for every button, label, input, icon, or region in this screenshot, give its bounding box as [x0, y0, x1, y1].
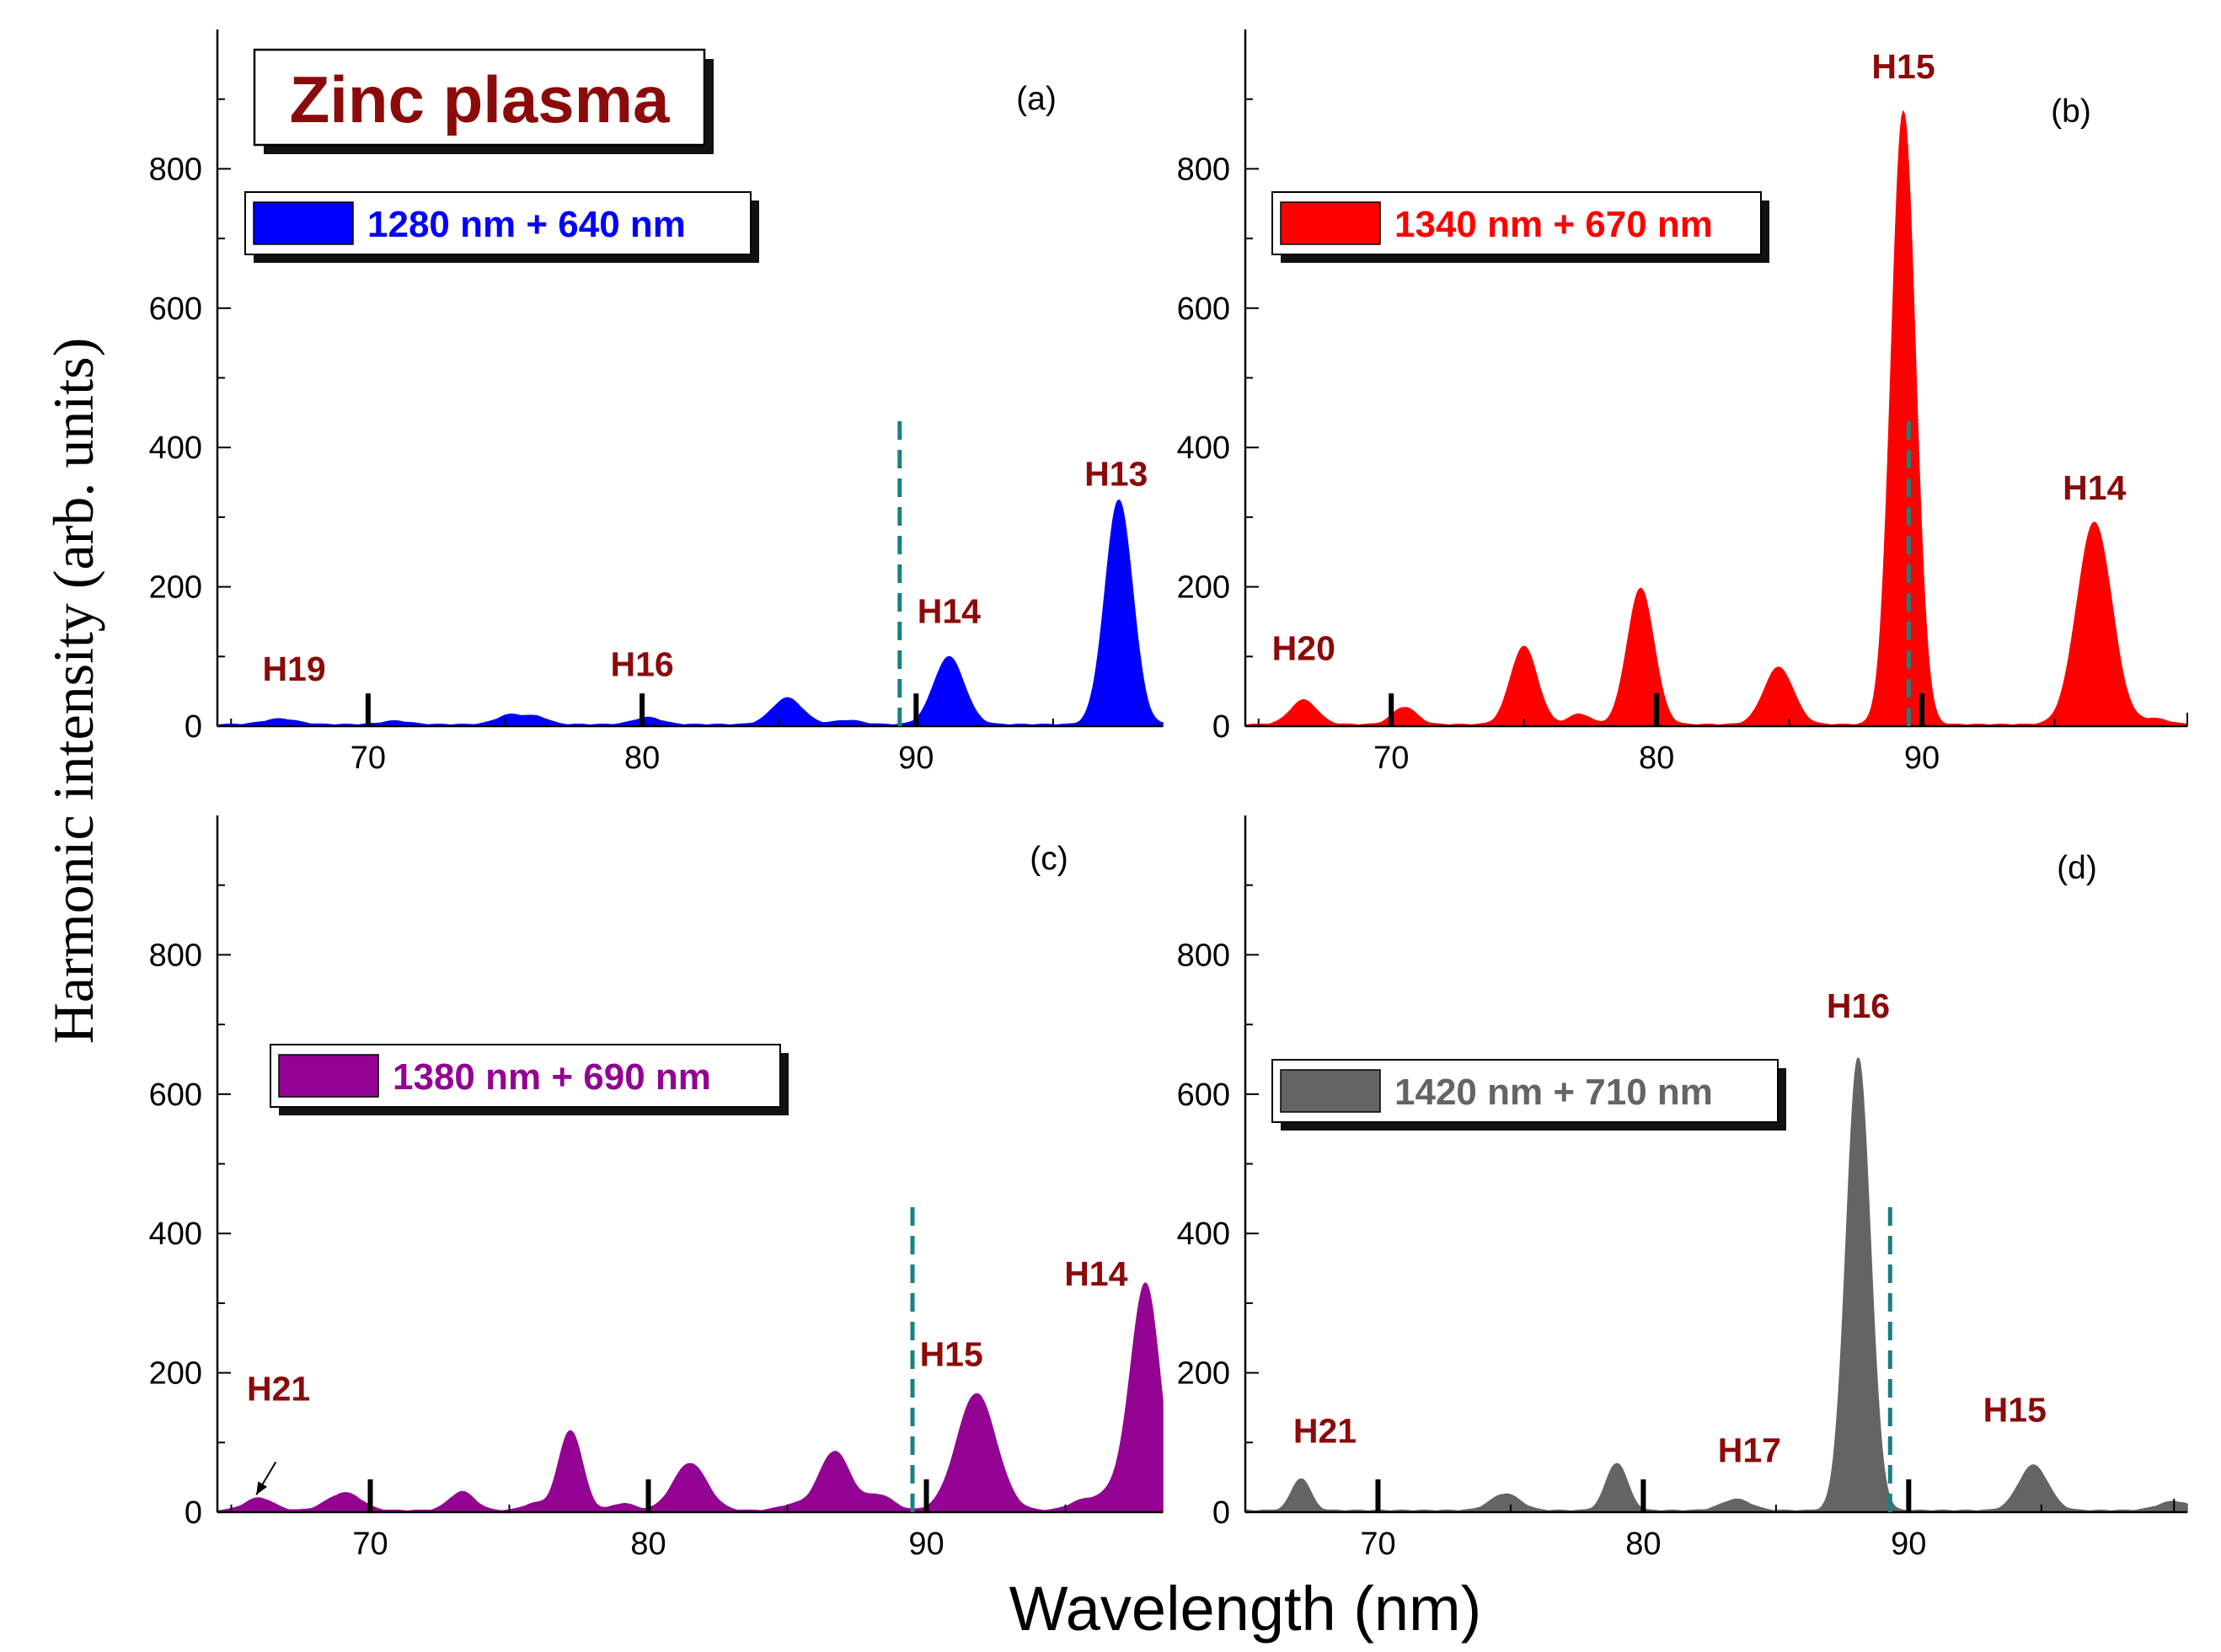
- y-tick-label: 600: [149, 291, 202, 327]
- peak-label-h14: H14: [2063, 468, 2126, 507]
- y-tick-label: 800: [1177, 938, 1230, 973]
- y-axis-title: Harmonic intensity (arb. units): [41, 338, 105, 1044]
- y-tick-label: 600: [1177, 1077, 1230, 1113]
- peak-label-h16: H16: [1827, 986, 1890, 1025]
- panel-tag: (a): [1016, 81, 1057, 117]
- y-tick-label: 0: [1212, 709, 1230, 745]
- legend-swatch: [1280, 201, 1381, 245]
- spectrum-area: [1244, 1057, 2188, 1513]
- peak-label-h15: H15: [1983, 1390, 2047, 1429]
- x-tick-label: 90: [1904, 740, 1940, 776]
- x-tick-label: 70: [352, 1526, 388, 1562]
- y-tick-label: 400: [149, 1216, 202, 1252]
- annotation-arrow-head: [256, 1481, 268, 1495]
- title-box-frame: [253, 48, 706, 147]
- peak-label-h13: H13: [1084, 455, 1148, 494]
- legend: 1280 nm + 640 nm: [244, 191, 759, 263]
- x-tick-label: 80: [1625, 1526, 1661, 1562]
- panel-c: 0 200 400 600 800 70 80 90 H21 H15 H14 (c) 1380 nm +…: [149, 815, 1164, 1562]
- legend-label: 1280 nm + 640 nm: [367, 204, 686, 245]
- y-tick-label: 0: [185, 709, 202, 745]
- panel-tag: (d): [2057, 850, 2097, 886]
- legend-swatch: [278, 1054, 379, 1098]
- y-tick-label: 600: [1177, 291, 1230, 327]
- panel-a: 0 200 400 600 800 70 80 90 H19 H16 H14 H13 (a) 1280 n…: [149, 29, 1164, 776]
- x-tick-label: 90: [908, 1526, 944, 1562]
- x-tick-label: 90: [898, 740, 934, 776]
- legend-label: 1340 nm + 670 nm: [1394, 204, 1713, 245]
- legend-label: 1420 nm + 710 nm: [1394, 1072, 1713, 1113]
- y-tick-label: 200: [1177, 570, 1230, 606]
- peak-label-h14: H14: [918, 592, 981, 631]
- x-tick-label: 70: [1360, 1526, 1395, 1562]
- spectrum-area: [1244, 110, 2188, 727]
- legend-swatch: [1280, 1069, 1381, 1113]
- x-tick-label: 80: [1639, 740, 1674, 776]
- figure-title: Zinc plasma: [290, 62, 670, 136]
- y-tick-label: 200: [149, 570, 202, 606]
- peak-label-h21: H21: [1293, 1411, 1357, 1450]
- y-tick-label: 200: [149, 1356, 202, 1392]
- y-tick-label: 800: [149, 152, 202, 187]
- y-tick-label: 800: [1177, 152, 1230, 187]
- peak-label-h15: H15: [1871, 47, 1935, 86]
- x-axis-title: Wavelength (nm): [1009, 1574, 1482, 1644]
- x-tick-label: 90: [1891, 1526, 1926, 1562]
- spectrum-area: [217, 500, 1164, 727]
- panel-tag: (c): [1030, 841, 1068, 877]
- peak-label-h21: H21: [247, 1370, 310, 1409]
- y-tick-label: 400: [1177, 430, 1230, 466]
- legend-label: 1380 nm + 690 nm: [393, 1056, 711, 1098]
- title-box: Zinc plasma: [253, 48, 714, 154]
- legend: 1340 nm + 670 nm: [1271, 191, 1769, 263]
- x-tick-label: 70: [351, 740, 386, 776]
- x-tick-label: 70: [1373, 740, 1409, 776]
- panel-d: 0 200 400 600 800 70 80 90 H21 H17 H16 H15 (d) 1420 n…: [1177, 815, 2188, 1562]
- y-tick-label: 400: [149, 430, 202, 466]
- peak-label-h14: H14: [1064, 1254, 1127, 1293]
- peak-label-h19: H19: [262, 650, 325, 688]
- spectrum-area: [217, 1282, 1164, 1513]
- peak-label-h16: H16: [610, 644, 673, 683]
- y-tick-label: 200: [1177, 1356, 1230, 1392]
- legend: 1420 nm + 710 nm: [1271, 1059, 1786, 1131]
- panel-b: 0 200 400 600 800 70 80 90 H20 H15 H14 (b) 1340 nm +…: [1177, 29, 2188, 776]
- y-tick-label: 0: [185, 1495, 202, 1531]
- x-tick-label: 80: [630, 1526, 666, 1562]
- peak-label-h20: H20: [1272, 628, 1335, 667]
- legend: 1380 nm + 690 nm: [270, 1044, 789, 1115]
- panel-tag: (b): [2051, 94, 2091, 130]
- legend-swatch: [253, 201, 354, 245]
- y-tick-label: 600: [149, 1077, 202, 1113]
- x-tick-label: 80: [624, 740, 660, 776]
- peak-label-h17: H17: [1718, 1430, 1781, 1469]
- y-tick-label: 400: [1177, 1216, 1230, 1252]
- peak-label-h15: H15: [920, 1334, 983, 1373]
- y-tick-label: 0: [1212, 1495, 1230, 1531]
- y-tick-label: 800: [149, 938, 202, 973]
